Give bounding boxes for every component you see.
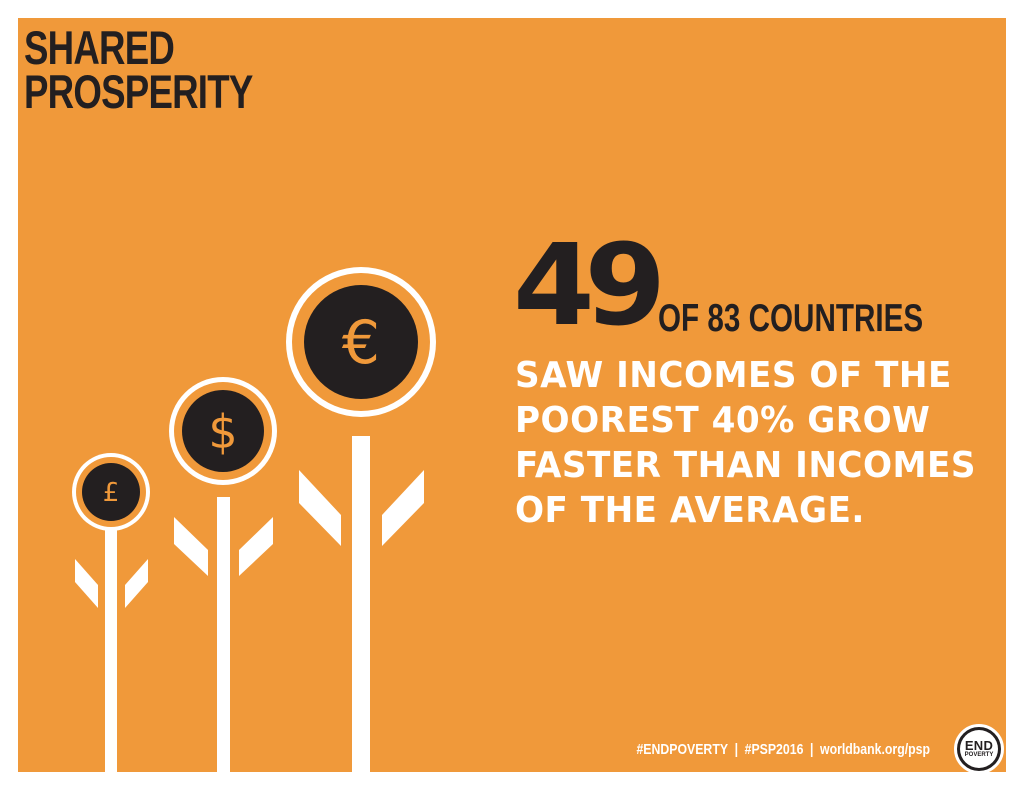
euro-flower-stem [352, 436, 370, 772]
footer-url-link[interactable]: worldbank.org/psp [819, 741, 930, 758]
pound-flower-leaf-left [75, 559, 98, 608]
footer-separator: | [734, 741, 739, 758]
dollar-icon: $ [208, 405, 237, 459]
pound-icon: £ [103, 478, 120, 508]
pound-flower: £ [72, 453, 150, 772]
pound-flower-leaf-right [125, 559, 148, 608]
euro-flower: € [286, 267, 436, 772]
euro-flower-leaf-right [382, 470, 424, 546]
footer-separator: | [809, 741, 814, 758]
infographic-panel: SHARED PROSPERITY £ $ [18, 18, 1006, 772]
stat-line-2: POOREST 40% GROW [515, 400, 931, 441]
dollar-coin [182, 390, 264, 472]
hashtag-psp2016[interactable]: #PSP2016 [744, 741, 804, 758]
euro-icon: € [342, 308, 380, 378]
pound-coin [82, 463, 140, 521]
stat-number: 49 [513, 221, 666, 351]
dollar-flower: $ [169, 377, 277, 772]
dollar-flower-leaf-right [239, 517, 273, 576]
stat-line-1: SAW INCOMES OF THE [515, 355, 952, 396]
stat-suffix: OF 83 COUNTRIES [658, 297, 924, 340]
flower-illustration: £ $ € [72, 267, 436, 772]
end-poverty-logo: END POVERTY [954, 724, 1004, 772]
footer-links: #ENDPOVERTY | #PSP2016 | worldbank.org/psp [636, 742, 930, 758]
end-poverty-logo-inner: END POVERTY [960, 730, 998, 768]
title-line-1: SHARED [24, 21, 175, 74]
page-title: SHARED PROSPERITY [24, 21, 253, 118]
stat-line-4: OF THE AVERAGE. [515, 490, 865, 531]
dollar-flower-leaf-left [174, 517, 208, 576]
logo-text-end: END [964, 737, 994, 753]
title-line-2: PROSPERITY [24, 65, 253, 118]
hashtag-endpoverty[interactable]: #ENDPOVERTY [636, 741, 729, 758]
stat-line-3: FASTER THAN INCOMES [515, 445, 977, 486]
euro-coin [304, 285, 418, 399]
logo-text-poverty: POVERTY [964, 751, 994, 758]
stat-description: SAW INCOMES OF THE POOREST 40% GROW FAST… [515, 353, 1000, 533]
pound-flower-stem [105, 527, 117, 772]
dollar-flower-stem [217, 497, 230, 772]
euro-flower-leaf-left [299, 470, 341, 546]
